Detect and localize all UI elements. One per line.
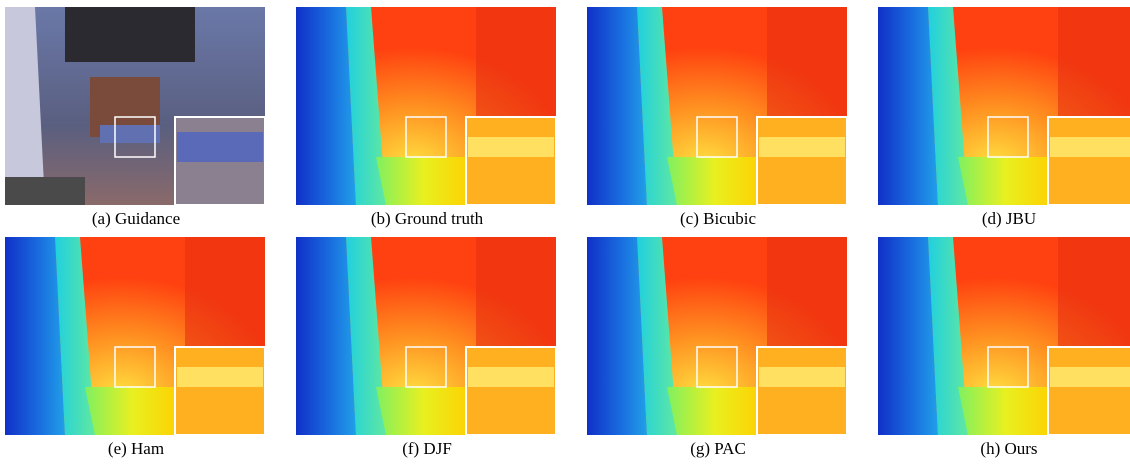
caption: (h) Ours — [980, 439, 1038, 458]
figure-panel: (f) DJF — [296, 237, 558, 459]
guidance-image — [5, 7, 265, 205]
caption: (a) Guidance — [91, 209, 181, 228]
figure-panel: (d) JBU — [878, 7, 1130, 229]
depth-image — [587, 7, 847, 205]
figure-panel: (h) Ours — [878, 237, 1130, 459]
depth-image — [296, 237, 556, 435]
depth-image — [296, 7, 556, 205]
figure-panel: (a) Guidance — [5, 7, 267, 229]
caption: (e) Ham — [107, 439, 165, 458]
caption: (f) DJF — [402, 439, 452, 458]
depth-image — [5, 237, 265, 435]
caption: (b) Ground truth — [370, 209, 484, 228]
caption: (c) Bicubic — [680, 209, 756, 228]
depth-image — [587, 237, 847, 435]
caption: (d) JBU — [981, 209, 1037, 228]
depth-image — [878, 7, 1130, 205]
figure-panel: (e) Ham — [5, 237, 267, 459]
caption: (g) PAC — [690, 439, 746, 458]
figure-panel: (b) Ground truth — [296, 7, 558, 229]
depth-image — [878, 237, 1130, 435]
figure-panel: (g) PAC — [587, 237, 849, 459]
figure-panel: (c) Bicubic — [587, 7, 849, 229]
